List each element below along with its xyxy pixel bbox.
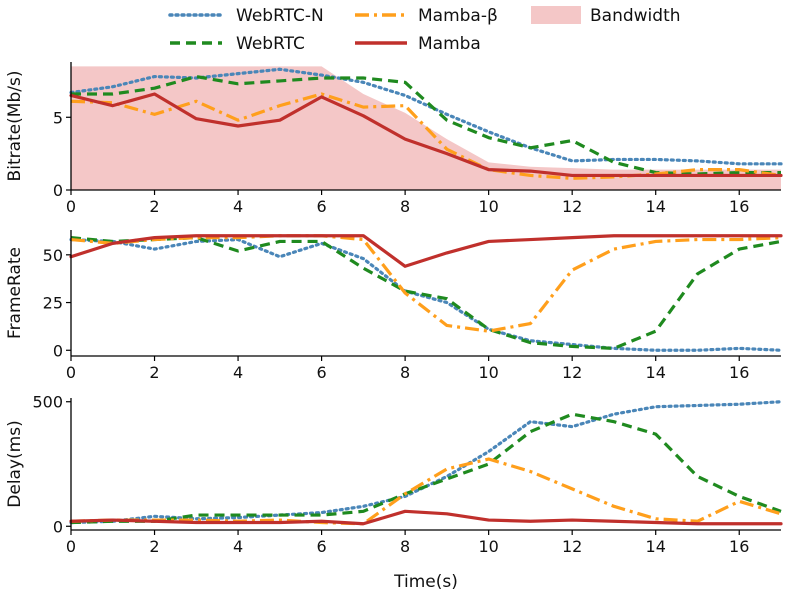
legend-entry-mamba-beta: Mamba-β [355, 6, 498, 26]
bitrate-y-axis-label: Bitrate(Mb/s) [5, 71, 25, 182]
legend-label-mamba: Mamba [418, 34, 481, 54]
framerate-y-tick-label: 0 [53, 341, 63, 360]
framerate-x-tick-label: 16 [729, 363, 749, 382]
delay-x-tick-label: 4 [233, 537, 243, 556]
framerate-y-tick-label: 50 [43, 246, 63, 265]
bitrate-series-webrtc [71, 74, 781, 176]
bitrate-x-tick-label: 6 [316, 197, 326, 216]
legend-entry-webrtc: WebRTC [170, 34, 305, 54]
bitrate-series-mamba [69, 92, 783, 178]
bitrate-x-tick-label: 8 [400, 197, 410, 216]
delay-x-tick-label: 2 [149, 537, 159, 556]
framerate-series-webrtc-n [69, 237, 783, 352]
bitrate-x-tick-label: 12 [562, 197, 582, 216]
legend-entry-bandwidth: Bandwidth [531, 6, 681, 26]
bitrate-series-mamba-beta [70, 92, 782, 180]
bitrate-x-tick-label: 0 [66, 197, 76, 216]
framerate-x-tick-label: 12 [562, 363, 582, 382]
delay-x-tick-label: 10 [478, 537, 498, 556]
framerate-x-tick-label: 4 [233, 363, 243, 382]
legend-label-mamba-beta: Mamba-β [418, 6, 498, 26]
delay-series-webrtc [70, 412, 782, 525]
bitrate-x-tick-label: 4 [233, 197, 243, 216]
bitrate-panel: 0 5 0 2 4 6 8 10 12 14 16 Bitrate(Mb/s) [5, 62, 783, 216]
bitrate-x-tick-label: 10 [478, 197, 498, 216]
framerate-panel: 0 25 50 0 2 4 6 8 10 12 14 16 FrameRate [5, 230, 783, 382]
legend-entry-mamba: Mamba [355, 34, 481, 54]
bitrate-y-tick-label: 5 [53, 108, 63, 127]
legend-label-webrtc-n: WebRTC-N [236, 6, 324, 26]
delay-panel: 0 500 0 2 4 6 8 10 12 14 16 Delay(ms) [5, 393, 783, 556]
legend-label-webrtc: WebRTC [236, 34, 305, 54]
delay-x-tick-label: 8 [400, 537, 410, 556]
bitrate-y-tick-label: 0 [53, 181, 63, 200]
framerate-y-tick-label: 25 [43, 294, 63, 313]
delay-x-tick-label: 16 [729, 537, 749, 556]
legend-entry-webrtc-n: WebRTC-N [168, 6, 324, 26]
framerate-series-mamba [69, 234, 783, 268]
framerate-x-tick-label: 8 [400, 363, 410, 382]
delay-y-tick-label: 0 [53, 517, 63, 536]
delay-x-tick-label: 0 [66, 537, 76, 556]
framerate-y-axis-label: FrameRate [5, 247, 25, 339]
delay-y-tick-label: 500 [32, 393, 63, 412]
framerate-x-tick-label: 6 [316, 363, 326, 382]
delay-series-mamba-beta [70, 457, 782, 526]
delay-series-webrtc-n [69, 400, 783, 525]
delay-x-tick-label: 12 [562, 537, 582, 556]
legend-swatch-bandwidth [531, 6, 581, 24]
legend-label-bandwidth: Bandwidth [590, 6, 681, 26]
bitrate-x-tick-label: 16 [729, 197, 749, 216]
framerate-x-tick-label: 0 [66, 363, 76, 382]
legend: WebRTC-N Mamba-β Bandwidth WebRTC Mamba [168, 6, 681, 54]
bitrate-x-tick-label: 2 [149, 197, 159, 216]
framerate-x-tick-label: 10 [478, 363, 498, 382]
delay-x-tick-label: 14 [646, 537, 666, 556]
framerate-x-tick-label: 2 [149, 363, 159, 382]
delay-series-mamba [69, 509, 783, 526]
x-axis-label: Time(s) [393, 572, 458, 592]
delay-x-tick-label: 6 [316, 537, 326, 556]
delay-y-axis-label: Delay(ms) [5, 420, 25, 507]
framerate-series-mamba-beta [70, 234, 782, 333]
framerate-x-tick-label: 14 [646, 363, 666, 382]
framerate-series-webrtc [70, 236, 782, 350]
bitrate-x-tick-label: 14 [646, 197, 666, 216]
